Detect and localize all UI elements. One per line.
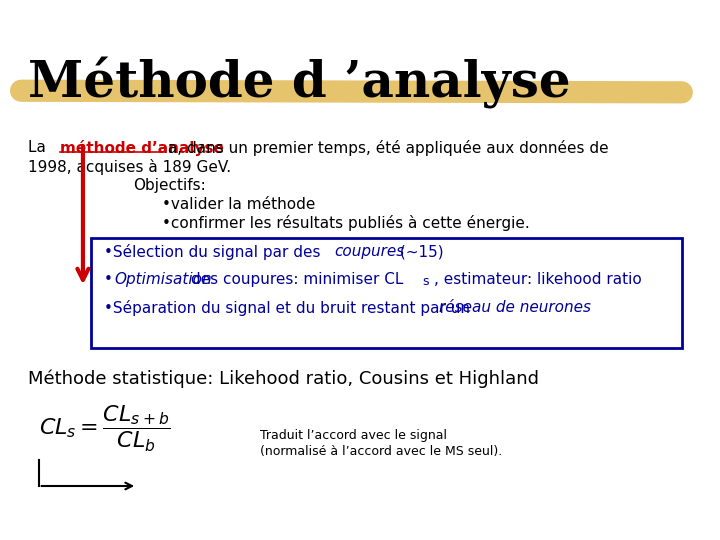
Text: Méthode d ’analyse: Méthode d ’analyse <box>28 57 571 109</box>
Text: •valider la méthode: •valider la méthode <box>162 197 315 212</box>
Text: Optimisation: Optimisation <box>114 272 212 287</box>
Text: •Séparation du signal et du bruit restant par un: •Séparation du signal et du bruit restan… <box>104 300 475 316</box>
Text: Traduit l’accord avec le signal: Traduit l’accord avec le signal <box>260 429 447 442</box>
Text: méthode d’analyse: méthode d’analyse <box>60 140 224 157</box>
Text: a, dans un premier temps, été appliquée aux données de: a, dans un premier temps, été appliquée … <box>163 140 608 157</box>
Text: Méthode statistique: Likehood ratio, Cousins et Highland: Méthode statistique: Likehood ratio, Cou… <box>28 370 539 388</box>
Text: s: s <box>423 275 429 288</box>
Text: coupures: coupures <box>335 244 405 259</box>
Text: réseau de neurones: réseau de neurones <box>439 300 591 315</box>
Text: $CL_s = \dfrac{CL_{s+b}}{CL_b}$: $CL_s = \dfrac{CL_{s+b}}{CL_b}$ <box>39 404 170 454</box>
Text: Objectifs:: Objectifs: <box>133 178 207 193</box>
Text: des coupures: minimiser CL: des coupures: minimiser CL <box>186 272 404 287</box>
Text: 1998, acquises à 189 GeV.: 1998, acquises à 189 GeV. <box>28 159 231 175</box>
Text: •Sélection du signal par des: •Sélection du signal par des <box>104 244 325 260</box>
Text: •: • <box>104 272 113 287</box>
Text: , estimateur: likehood ratio: , estimateur: likehood ratio <box>434 272 642 287</box>
Text: La: La <box>28 140 51 156</box>
Text: (~15): (~15) <box>395 244 444 259</box>
Text: •confirmer les résultats publiés à cette énergie.: •confirmer les résultats publiés à cette… <box>162 215 529 231</box>
Text: (normalisé à l’accord avec le MS seul).: (normalisé à l’accord avec le MS seul). <box>260 446 503 458</box>
Bar <box>91 238 682 348</box>
